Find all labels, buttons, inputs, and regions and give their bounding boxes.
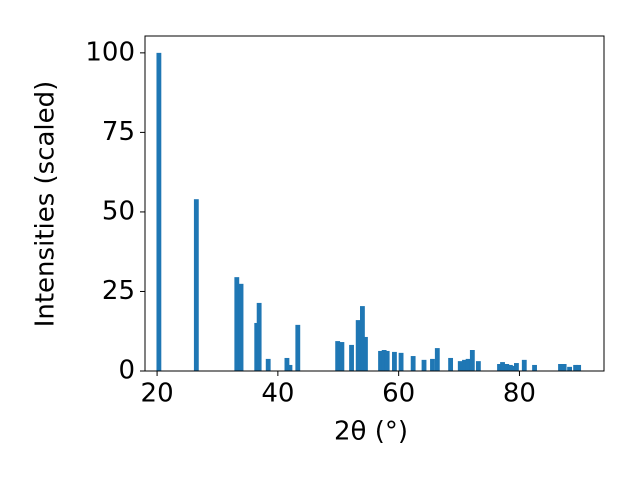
bar <box>410 356 416 371</box>
bar <box>465 358 471 371</box>
bar <box>193 199 199 371</box>
bar <box>504 364 510 371</box>
bar <box>475 361 481 371</box>
bar <box>421 359 427 371</box>
bar <box>532 364 537 371</box>
y-tick-label: 25 <box>102 276 135 306</box>
x-tick-label: 20 <box>141 379 174 409</box>
bar <box>238 283 244 371</box>
bar <box>514 363 519 371</box>
x-axis-label: 2θ (°) <box>334 417 408 447</box>
bar <box>295 324 301 371</box>
y-tick-label: 100 <box>85 37 135 67</box>
bar <box>381 350 387 371</box>
bar <box>384 350 390 371</box>
bar <box>234 277 240 371</box>
bar <box>576 364 582 371</box>
bar <box>378 350 383 371</box>
bar <box>284 357 290 371</box>
bar <box>287 364 293 371</box>
bar <box>561 364 567 371</box>
bar <box>430 358 435 371</box>
bar <box>558 364 563 371</box>
bar <box>392 351 397 371</box>
y-tick-label: 0 <box>118 356 135 386</box>
x-tick-label: 60 <box>382 379 415 409</box>
bar <box>567 366 572 371</box>
bar <box>462 359 467 371</box>
bar <box>265 358 271 371</box>
x-tick-label: 80 <box>503 379 536 409</box>
bar <box>573 364 579 371</box>
bar <box>509 365 515 371</box>
bar <box>339 342 345 371</box>
y-tick-label: 50 <box>102 196 135 226</box>
plot-frame <box>144 35 605 372</box>
x-tick-label: 40 <box>261 379 294 409</box>
bar <box>434 348 440 371</box>
bar <box>457 361 463 371</box>
bar <box>500 362 505 371</box>
bar <box>360 306 365 371</box>
bar <box>398 352 404 371</box>
bar <box>335 341 341 371</box>
bar <box>363 336 368 371</box>
bar <box>156 52 162 371</box>
bar <box>521 359 527 371</box>
y-axis-label: Intensities (scaled) <box>31 81 61 328</box>
bar <box>355 320 361 371</box>
bar <box>469 350 475 371</box>
bar <box>256 302 262 371</box>
bar <box>448 357 454 371</box>
bar <box>497 364 502 371</box>
y-tick-label: 75 <box>102 117 135 147</box>
bar <box>349 344 354 371</box>
